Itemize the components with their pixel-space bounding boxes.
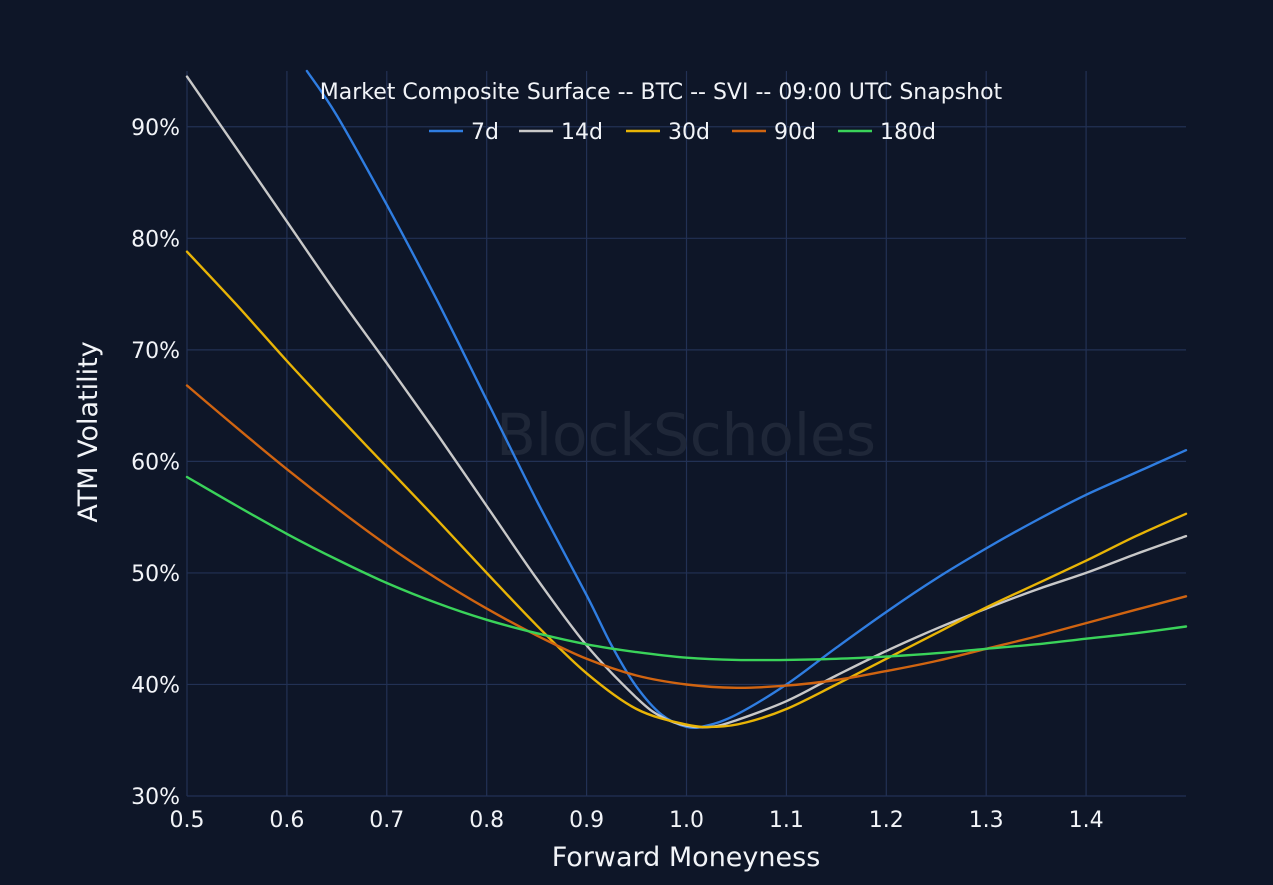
x-tick-label: 1.4 xyxy=(1069,808,1104,833)
x-tick-label: 0.7 xyxy=(369,808,404,833)
series-lines xyxy=(185,69,1188,730)
watermark-text: BlockScholes xyxy=(496,401,876,469)
legend-label: 7d xyxy=(471,120,499,145)
grid xyxy=(186,71,1186,797)
x-tick-label: 1.1 xyxy=(769,808,804,833)
legend-label: 90d xyxy=(774,120,816,145)
x-tick-label: 0.5 xyxy=(170,808,205,833)
x-tick-label: 1.2 xyxy=(869,808,904,833)
legend-item-14d[interactable]: 14d xyxy=(519,120,603,145)
x-tick-label: 1.3 xyxy=(969,808,1004,833)
series-line-180d xyxy=(185,475,1188,662)
legend-item-30d[interactable]: 30d xyxy=(626,120,710,145)
legend[interactable]: 7d 14d 30d 90d 180d xyxy=(429,120,936,145)
y-tick-label: 80% xyxy=(131,227,180,252)
y-tick-label: 90% xyxy=(131,116,180,141)
legend-label: 14d xyxy=(561,120,603,145)
y-axis-title: ATM Volatility xyxy=(73,341,104,522)
x-axis-title: Forward Moneyness xyxy=(552,842,821,873)
x-tick-label: 0.8 xyxy=(469,808,504,833)
chart-title: Market Composite Surface -- BTC -- SVI -… xyxy=(320,80,1003,105)
series-line-90d xyxy=(185,384,1188,690)
x-tick-label: 0.9 xyxy=(569,808,604,833)
legend-item-90d[interactable]: 90d xyxy=(732,120,816,145)
series-line-30d xyxy=(185,250,1188,729)
legend-label: 180d xyxy=(880,120,936,145)
legend-label: 30d xyxy=(668,120,710,145)
y-tick-label: 70% xyxy=(131,339,180,364)
y-tick-label: 40% xyxy=(131,673,180,698)
legend-item-180d[interactable]: 180d xyxy=(838,120,936,145)
y-axis-ticks: 30% 40% 50% 60% 70% 80% 90% xyxy=(131,116,180,810)
x-tick-label: 1.0 xyxy=(669,808,704,833)
y-tick-label: 30% xyxy=(131,785,180,810)
x-tick-label: 0.6 xyxy=(269,808,304,833)
x-axis-ticks: 0.5 0.6 0.7 0.8 0.9 1.0 1.1 1.2 1.3 1.4 xyxy=(170,808,1104,833)
y-tick-label: 60% xyxy=(131,450,180,475)
legend-item-7d[interactable]: 7d xyxy=(429,120,499,145)
y-tick-label: 50% xyxy=(131,562,180,587)
